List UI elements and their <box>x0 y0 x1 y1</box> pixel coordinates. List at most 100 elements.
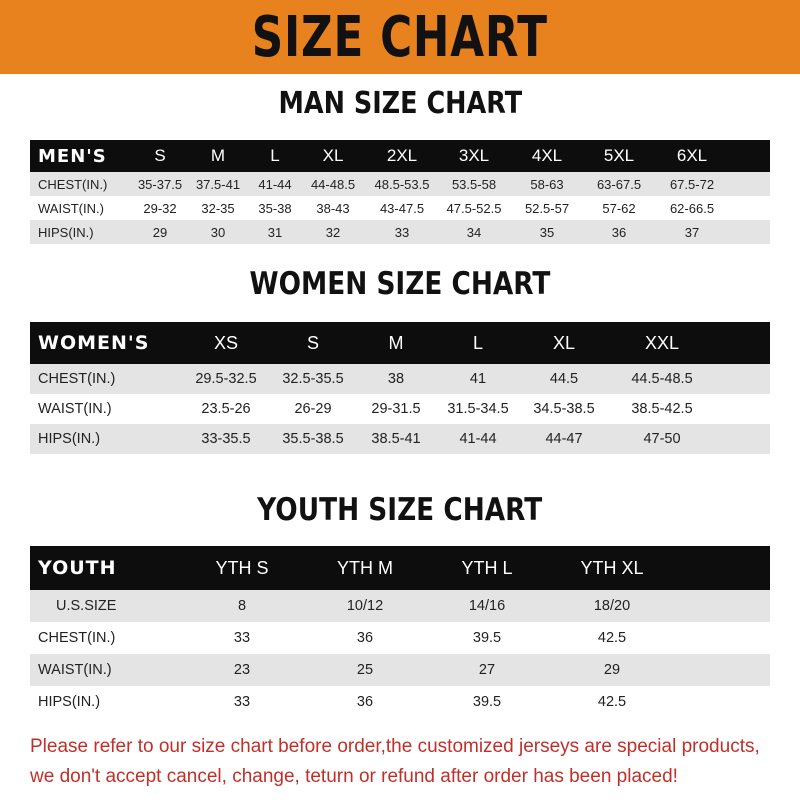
measurement-value: 27 <box>478 662 496 678</box>
measurement-label: WAIST(IN.) <box>38 662 112 678</box>
measurement-value: 39.5 <box>472 694 502 710</box>
men-header-row: MEN'S S M L XL 2XL 3XL 4XL 5XL 6XL <box>30 140 770 172</box>
table-row: WAIST(IN.) 23.5-26 26-29 29-31.5 31.5-34.5 34… <box>30 394 770 424</box>
measurement-value: 67.5-72 <box>669 176 715 192</box>
measurement-value: 63-67.5 <box>596 176 642 192</box>
measurement-value: 58-63 <box>530 176 564 192</box>
measurement-value: 44-48.5 <box>310 176 356 192</box>
measurement-value: 31 <box>267 224 283 240</box>
measurement-value: 44.5 <box>549 371 579 387</box>
measurement-value: 31.5-34.5 <box>447 401 509 417</box>
measurement-value: 38 <box>387 371 405 387</box>
measurement-value: 10/12 <box>346 598 384 614</box>
measurement-label: WAIST(IN.) <box>38 401 112 417</box>
measurement-value: 25 <box>356 662 374 678</box>
measurement-value: 37.5-41 <box>195 176 241 192</box>
measurement-value: 41-44 <box>459 431 497 447</box>
measurement-value: 29.5-32.5 <box>195 371 257 387</box>
table-row: CHEST(IN.) 33 36 39.5 42.5 <box>30 622 770 654</box>
measurement-value: 32-35 <box>201 200 235 216</box>
women-header-row: WOMEN'S XS S M L XL XXL <box>30 322 770 364</box>
measurement-value: 44-47 <box>545 431 583 447</box>
order-notice: Please refer to our size chart before or… <box>30 732 790 792</box>
measurement-value: 43-47.5 <box>379 200 425 216</box>
table-row: CHEST(IN.) 29.5-32.5 32.5-35.5 38 41 44.5 44.5… <box>30 364 770 394</box>
measurement-value: 42.5 <box>597 694 627 710</box>
measurement-value: 18/20 <box>593 598 631 614</box>
measurement-value: 29 <box>152 224 168 240</box>
measurement-value: 47.5-52.5 <box>446 200 502 216</box>
table-row: HIPS(IN.) 29 30 31 32 33 34 35 36 37 <box>30 220 770 244</box>
table-row: WAIST(IN.) 23 25 27 29 <box>30 654 770 686</box>
measurement-label: HIPS(IN.) <box>38 224 94 240</box>
table-header-label: MEN'S <box>38 145 107 167</box>
size-column-header: XXL <box>644 332 680 353</box>
measurement-value: 32 <box>325 224 341 240</box>
measurement-value: 29-32 <box>143 200 177 216</box>
men-size-table: MEN'S S M L XL 2XL 3XL 4XL 5XL 6XL CHEST(IN.) 35-37… <box>30 140 770 244</box>
measurement-value: 62-66.5 <box>669 200 715 216</box>
measurement-value: 52.5-57 <box>524 200 570 216</box>
measurement-value: 33-35.5 <box>201 431 251 447</box>
measurement-value: 35-38 <box>258 200 292 216</box>
table-row: HIPS(IN.) 33 36 39.5 42.5 <box>30 686 770 718</box>
measurement-value: 44.5-48.5 <box>631 371 693 387</box>
measurement-value: 41-44 <box>258 176 292 192</box>
measurement-value: 37 <box>684 224 700 240</box>
measurement-label: WAIST(IN.) <box>38 200 104 216</box>
size-column-header: YTH S <box>215 557 269 578</box>
size-chart-banner: SIZE CHART <box>0 0 800 74</box>
measurement-label: CHEST(IN.) <box>38 176 108 192</box>
youth-section-title: YOUTH SIZE CHART <box>257 492 543 528</box>
measurement-value: 36 <box>611 224 627 240</box>
measurement-value: 39.5 <box>472 630 502 646</box>
size-column-header: S <box>154 146 166 165</box>
measurement-value: 38-43 <box>316 200 350 216</box>
measurement-value: 33 <box>233 694 251 710</box>
measurement-value: 33 <box>233 630 251 646</box>
table-row: CHEST(IN.) 35-37.5 37.5-41 41-44 44-48.5 48.5… <box>30 172 770 196</box>
measurement-value: 34.5-38.5 <box>533 401 595 417</box>
measurement-value: 48.5-53.5 <box>374 176 430 192</box>
measurement-value: 30 <box>210 224 226 240</box>
measurement-value: 41 <box>469 371 487 387</box>
measurement-value: 42.5 <box>597 630 627 646</box>
men-section-title: MAN SIZE CHART <box>278 86 522 121</box>
table-row: WAIST(IN.) 29-32 32-35 35-38 38-43 43-47.5 47.… <box>30 196 770 220</box>
size-column-header: YTH XL <box>580 557 644 578</box>
size-column-header: YTH L <box>461 557 513 578</box>
size-column-header: XS <box>213 332 239 353</box>
measurement-value: 35 <box>539 224 555 240</box>
banner-title: SIZE CHART <box>251 4 549 70</box>
youth-header-row: YOUTH YTH S YTH M YTH L YTH XL <box>30 546 770 590</box>
measurement-value: 23 <box>233 662 251 678</box>
measurement-label: CHEST(IN.) <box>38 371 116 387</box>
measurement-value: 33 <box>394 224 410 240</box>
size-column-header: L <box>270 146 280 165</box>
measurement-label: HIPS(IN.) <box>38 431 101 447</box>
size-column-header: 4XL <box>531 146 563 165</box>
notice-line-2: we don't accept cancel, change, teturn o… <box>30 766 678 787</box>
measurement-label: CHEST(IN.) <box>38 630 116 646</box>
measurement-value: 36 <box>356 694 374 710</box>
measurement-value: 26-29 <box>294 401 332 417</box>
size-column-header: YTH M <box>337 557 393 578</box>
measurement-label: HIPS(IN.) <box>38 694 101 710</box>
table-row: U.S.SIZE 8 10/12 14/16 18/20 <box>30 590 770 622</box>
measurement-value: 29-31.5 <box>371 401 421 417</box>
size-column-header: XL <box>322 146 344 165</box>
notice-line-1: Please refer to our size chart before or… <box>30 736 760 757</box>
table-header-label: YOUTH <box>38 557 117 579</box>
measurement-value: 23.5-26 <box>201 401 251 417</box>
size-column-header: 5XL <box>603 146 635 165</box>
measurement-value: 14/16 <box>468 598 506 614</box>
measurement-label: U.S.SIZE <box>56 598 117 614</box>
women-section-title: WOMEN SIZE CHART <box>249 266 551 302</box>
size-column-header: S <box>306 332 320 353</box>
size-column-header: 3XL <box>458 146 490 165</box>
measurement-value: 36 <box>356 630 374 646</box>
women-size-table: WOMEN'S XS S M L XL XXL CHEST(IN.) 29.5-32.5 32.5… <box>30 322 770 454</box>
size-column-header: 6XL <box>676 146 708 165</box>
measurement-value: 34 <box>466 224 482 240</box>
size-column-header: M <box>388 332 404 353</box>
